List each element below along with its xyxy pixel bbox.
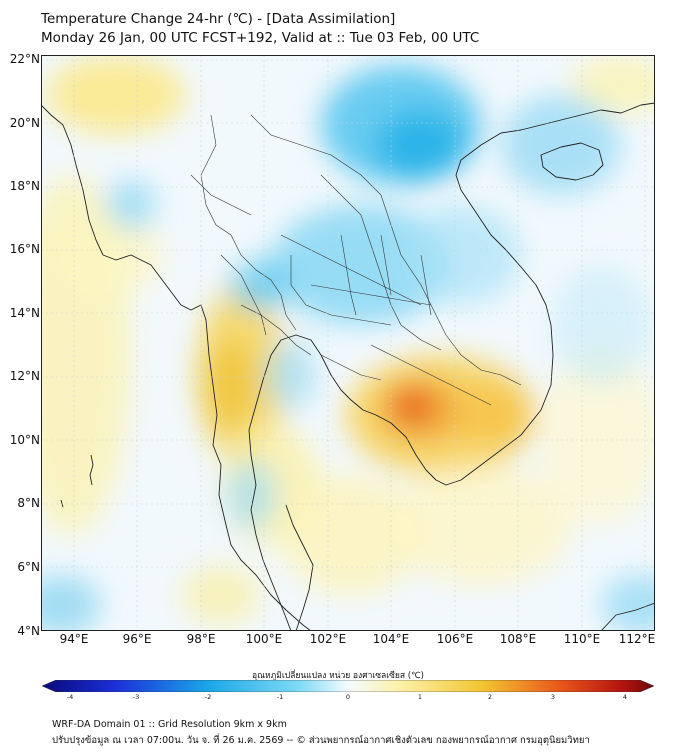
lat-label-4n: 4°N — [17, 624, 40, 638]
lon-label-94e: 94°E — [59, 632, 89, 646]
map-grid — [41, 55, 655, 631]
colorbar-tick-0: 0 — [345, 693, 351, 701]
colorbar-tick-4: 4 — [622, 693, 628, 701]
lat-label-6n: 6°N — [17, 560, 40, 574]
inland-borders — [190, 114, 522, 406]
colorbar-label: อุณหภูมิเปลี่ยนแปลง หน่วย องศาเซลเซียส (… — [252, 671, 424, 681]
lat-label-20n: 20°N — [9, 116, 40, 130]
lon-label-106e: 106°E — [436, 632, 474, 646]
lon-label-98e: 98°E — [186, 632, 216, 646]
lon-label-100e: 100°E — [245, 632, 283, 646]
lon-label-110e: 110°E — [563, 632, 601, 646]
map-panel — [41, 55, 655, 631]
lat-label-10n: 10°N — [9, 433, 40, 447]
colorbar-tick-3: 3 — [550, 693, 556, 701]
footer-model-info: WRF-DA Domain 01 :: Grid Resolution 9km … — [52, 719, 287, 730]
colorbar-tick-neg3: -3 — [132, 693, 140, 701]
colorbar-tick-1: 1 — [417, 693, 423, 701]
lat-label-18n: 18°N — [9, 179, 40, 193]
lat-label-22n: 22°N — [9, 52, 40, 66]
temperature-field — [41, 55, 655, 631]
colorbar-tick-neg4: -4 — [66, 693, 74, 701]
lat-label-12n: 12°N — [9, 369, 40, 383]
lon-label-102e: 102°E — [309, 632, 347, 646]
colorbar-bar — [42, 680, 654, 692]
lon-label-108e: 108°E — [499, 632, 537, 646]
lat-label-14n: 14°N — [9, 306, 40, 320]
chart-title: Temperature Change 24-hr (℃) - [Data Ass… — [41, 11, 396, 27]
colorbar-tick-2: 2 — [487, 693, 493, 701]
footer-credit: ปรับปรุงข้อมูล ณ เวลา 07:00น. วัน จ. ที่… — [52, 735, 590, 746]
chart-subtitle: Monday 26 Jan, 00 UTC FCST+192, Valid at… — [41, 30, 480, 46]
map-border — [41, 55, 655, 631]
lon-label-96e: 96°E — [122, 632, 152, 646]
lat-label-8n: 8°N — [17, 496, 40, 510]
colorbar — [42, 680, 654, 692]
lon-label-104e: 104°E — [372, 632, 410, 646]
lat-label-16n: 16°N — [9, 242, 40, 256]
colorbar-tick-neg1: -1 — [276, 693, 284, 701]
lon-label-112e: 112°E — [618, 632, 656, 646]
colorbar-tick-neg2: -2 — [204, 693, 212, 701]
